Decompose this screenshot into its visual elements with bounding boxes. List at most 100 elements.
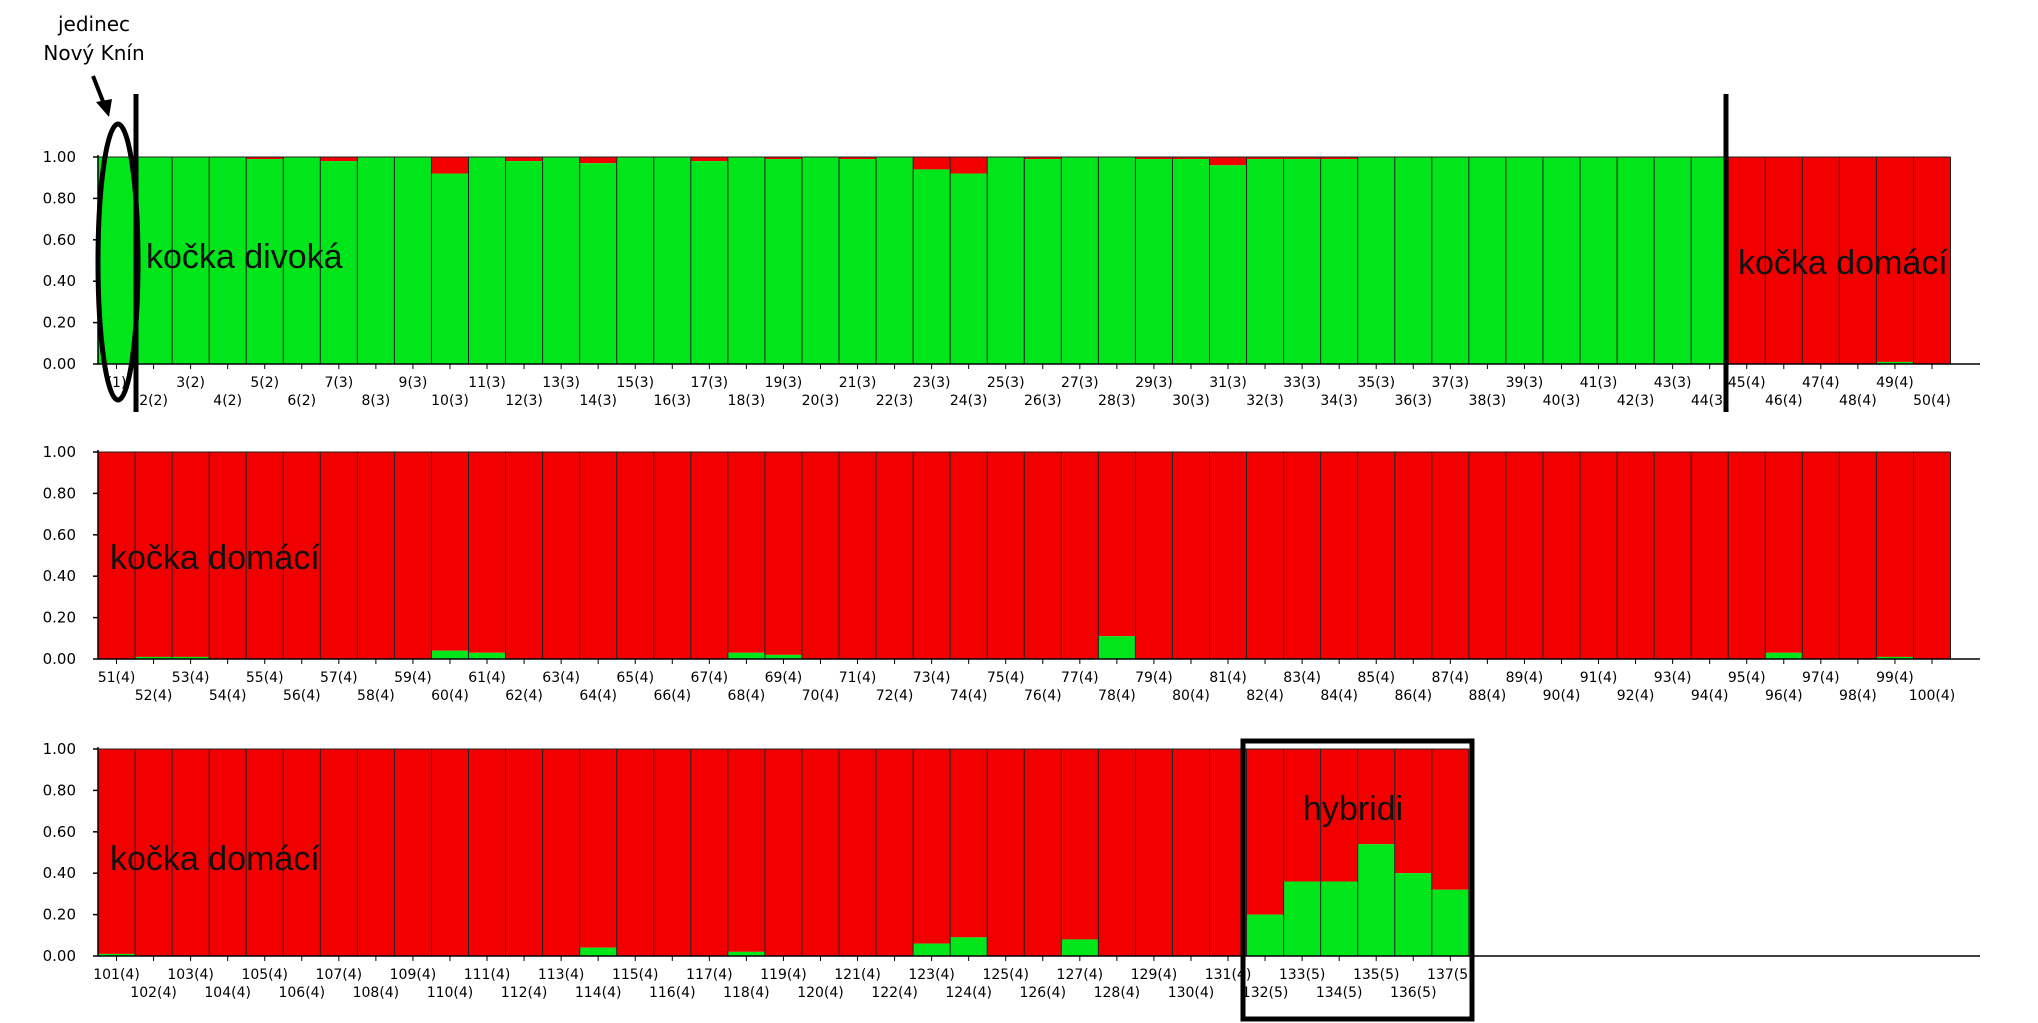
- bar-domestic-54: [209, 452, 247, 659]
- bar-domestic-98: [1839, 452, 1877, 659]
- bar-domestic-52: [135, 452, 173, 657]
- bar-domestic-99: [1876, 452, 1914, 657]
- x-tick-label: 124(4): [945, 985, 992, 1001]
- bar-domestic-79: [1135, 452, 1173, 659]
- x-tick-label: 135(5): [1353, 967, 1400, 983]
- bar-domestic-93: [1654, 452, 1692, 659]
- bar-domestic-80: [1172, 452, 1210, 659]
- bar-domestic-128: [1098, 749, 1136, 956]
- bar-wild-43: [1654, 157, 1692, 364]
- y-tick-label: 0.00: [43, 947, 76, 965]
- x-tick-label: 38(3): [1469, 393, 1507, 409]
- bar-wild-39: [1505, 157, 1543, 364]
- bar-wild-23: [913, 169, 951, 364]
- x-tick-label: 81(4): [1209, 670, 1247, 686]
- bar-domestic-135: [1357, 749, 1395, 845]
- domestic-cat-label-3: kočka domácí: [110, 840, 320, 878]
- x-tick-label: 18(3): [728, 393, 766, 409]
- bar-domestic-29: [1135, 157, 1173, 160]
- x-tick-label: 12(3): [505, 393, 543, 409]
- x-tick-label: 2(2): [139, 393, 168, 409]
- bar-domestic-77: [1061, 452, 1099, 659]
- y-tick-label: 0.40: [43, 567, 76, 585]
- bar-domestic-86: [1394, 452, 1432, 659]
- bar-wild-78: [1098, 636, 1136, 659]
- bar-domestic-14: [579, 157, 617, 164]
- x-tick-label: 22(3): [876, 393, 914, 409]
- x-tick-label: 122(4): [871, 985, 918, 1001]
- bar-wild-33: [1283, 159, 1321, 364]
- x-tick-label: 119(4): [760, 967, 807, 983]
- x-tick-label: 23(3): [913, 375, 951, 391]
- bar-domestic-115: [616, 749, 654, 956]
- bar-domestic-129: [1135, 749, 1173, 956]
- bar-domestic-17: [690, 157, 728, 162]
- y-tick-label: 0.60: [43, 823, 76, 841]
- bar-wild-18: [727, 157, 765, 364]
- bar-domestic-96: [1765, 452, 1803, 653]
- x-tick-label: 120(4): [797, 985, 844, 1001]
- y-tick-label: 1.00: [43, 148, 76, 166]
- y-tick-label: 0.20: [43, 609, 76, 627]
- x-tick-label: 72(4): [876, 688, 914, 704]
- x-tick-label: 21(3): [839, 375, 877, 391]
- x-tick-label: 107(4): [316, 967, 363, 983]
- x-tick-label: 25(3): [987, 375, 1025, 391]
- x-tick-label: 106(4): [278, 985, 325, 1001]
- bar-wild-40: [1542, 157, 1580, 364]
- bar-domestic-101: [98, 749, 136, 954]
- x-tick-label: 100(4): [1909, 688, 1956, 704]
- bar-domestic-94: [1691, 452, 1729, 659]
- bar-wild-53: [172, 656, 210, 659]
- bar-domestic-69: [764, 452, 802, 655]
- y-tick-label: 0.80: [43, 484, 76, 502]
- x-tick-label: 34(3): [1320, 393, 1358, 409]
- bar-wild-35: [1357, 157, 1395, 364]
- x-tick-label: 39(3): [1506, 375, 1544, 391]
- bar-domestic-31: [1209, 157, 1247, 166]
- x-tick-label: 94(4): [1691, 688, 1729, 704]
- bar-domestic-68: [727, 452, 765, 653]
- x-tick-label: 31(3): [1209, 375, 1247, 391]
- bar-wild-68: [727, 652, 765, 659]
- x-tick-label: 116(4): [649, 985, 696, 1001]
- bar-domestic-55: [246, 452, 284, 659]
- bar-domestic-89: [1505, 452, 1543, 659]
- x-tick-label: 36(3): [1394, 393, 1432, 409]
- bar-wild-25: [987, 157, 1025, 364]
- bar-domestic-7: [320, 157, 358, 162]
- bar-wild-134: [1320, 881, 1358, 956]
- individual-note-line2: Nový Knín: [43, 41, 144, 65]
- bar-wild-6: [283, 157, 321, 364]
- individual-note-line1: jedinec: [57, 12, 130, 36]
- x-tick-label: 86(4): [1394, 688, 1432, 704]
- x-tick-label: 104(4): [204, 985, 251, 1001]
- y-tick-label: 0.00: [43, 650, 76, 668]
- x-tick-label: 102(4): [130, 985, 177, 1001]
- bar-domestic-81: [1209, 452, 1247, 659]
- bar-domestic-56: [283, 452, 321, 659]
- x-tick-label: 92(4): [1617, 688, 1655, 704]
- x-tick-label: 53(4): [172, 670, 210, 686]
- bar-wild-52: [135, 656, 173, 659]
- x-tick-label: 16(3): [653, 393, 691, 409]
- x-tick-label: 68(4): [728, 688, 766, 704]
- y-tick-label: 0.80: [43, 781, 76, 799]
- bar-domestic-91: [1580, 452, 1618, 659]
- y-tick-label: 0.00: [43, 355, 76, 373]
- bar-wild-19: [764, 159, 802, 364]
- bar-wild-22: [876, 157, 914, 364]
- bar-domestic-136: [1394, 749, 1432, 874]
- x-tick-label: 19(3): [765, 375, 803, 391]
- x-tick-label: 91(4): [1580, 670, 1618, 686]
- bar-wild-21: [839, 159, 877, 364]
- bar-wild-10: [431, 173, 469, 364]
- bar-domestic-126: [1024, 749, 1062, 956]
- bar-wild-28: [1098, 157, 1136, 364]
- x-tick-label: 105(4): [241, 967, 288, 983]
- x-tick-label: 44(3): [1691, 393, 1729, 409]
- x-tick-label: 30(3): [1172, 393, 1210, 409]
- y-tick-label: 0.20: [43, 314, 76, 332]
- x-tick-label: 35(3): [1357, 375, 1395, 391]
- x-tick-label: 125(4): [982, 967, 1029, 983]
